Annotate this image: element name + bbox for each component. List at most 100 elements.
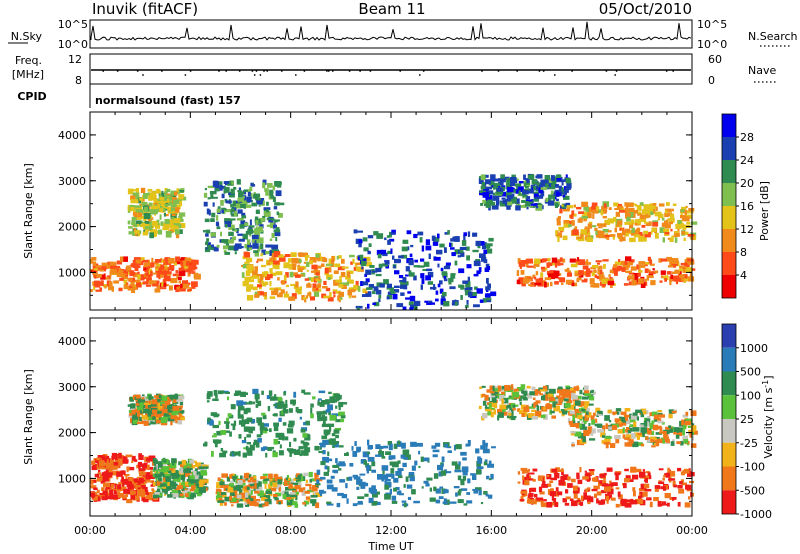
echo-cell [327, 404, 333, 411]
echo-cell [206, 238, 210, 242]
echo-cell [580, 411, 583, 414]
echo-cell [529, 488, 532, 493]
echo-cell [175, 289, 180, 293]
echo-cell [470, 292, 477, 296]
echo-cell [159, 192, 162, 199]
echo-cell [273, 426, 279, 432]
echo-cell [231, 504, 234, 507]
echo-cell [527, 174, 533, 180]
echo-cell [550, 404, 553, 407]
echo-cell [230, 451, 233, 455]
echo-cell [252, 388, 259, 395]
echo-cell [230, 209, 233, 216]
echo-cell [96, 489, 100, 494]
echo-cell [421, 245, 425, 252]
echo-cell [169, 463, 177, 469]
echo-cell [489, 385, 494, 391]
echo-cell [552, 195, 555, 202]
echo-cell [244, 473, 249, 479]
y-tick-label: 4000 [58, 129, 86, 142]
echo-cell [94, 275, 97, 279]
echo-cell [160, 264, 165, 270]
echo-cell [440, 470, 447, 476]
echo-cell [680, 262, 686, 266]
echo-cell [591, 428, 596, 434]
echo-cell [223, 250, 227, 253]
echo-cell [329, 396, 335, 400]
echo-cell [403, 284, 408, 290]
echo-cell [160, 274, 164, 278]
echo-cell [274, 219, 278, 223]
echo-cell [590, 415, 595, 421]
echo-cell [180, 477, 184, 481]
echo-cell [615, 408, 622, 412]
echo-cell [356, 486, 360, 490]
echo-cell [165, 485, 170, 492]
echo-cell [371, 469, 376, 473]
colorbar-tick: -500 [740, 484, 765, 497]
echo-cell [655, 206, 658, 211]
echo-cell [358, 242, 362, 248]
echo-cell [486, 278, 489, 284]
echo-cell [322, 456, 329, 463]
echo-cell [335, 434, 339, 439]
echo-cell [684, 209, 688, 216]
echo-cell [523, 406, 530, 412]
echo-cell [385, 265, 390, 269]
echo-cell [266, 201, 269, 206]
echo-cell [154, 233, 157, 238]
echo-cell [381, 465, 389, 471]
x-tick-label: 04:00 [174, 524, 206, 537]
echo-cell [670, 228, 673, 232]
echo-cell [601, 483, 609, 487]
echo-cell [145, 474, 150, 480]
echo-cell [123, 284, 129, 290]
echo-cell [351, 295, 357, 298]
echo-cell [625, 475, 631, 480]
echo-cell [294, 274, 301, 278]
echo-cell [366, 464, 371, 471]
echo-cell [204, 188, 207, 191]
echo-cell [267, 262, 270, 265]
echo-cell [535, 400, 541, 404]
echo-cell [583, 430, 590, 436]
echo-cell [585, 488, 589, 492]
echo-cell [684, 502, 691, 508]
echo-cell [259, 275, 264, 281]
echo-cell [229, 492, 236, 497]
echo-cell [640, 282, 646, 288]
echo-cell [260, 253, 263, 257]
date-title: 05/Oct/2010 [599, 0, 692, 18]
echo-cell [154, 411, 162, 414]
echo-cell [295, 281, 299, 288]
echo-cell [125, 493, 128, 498]
echo-cell [227, 181, 234, 186]
echo-cell [174, 207, 180, 213]
echo-cell [222, 245, 229, 250]
echo-cell [161, 488, 168, 493]
echo-cell [499, 201, 506, 207]
echo-cell [660, 275, 664, 279]
nave-dot [497, 70, 500, 72]
echo-cell [148, 268, 152, 275]
echo-cell [315, 278, 321, 282]
echo-cell [476, 469, 482, 475]
colorbar-tick: 16 [740, 200, 754, 213]
echo-cell [389, 455, 396, 460]
echo-cell [576, 476, 580, 480]
echo-cell [292, 266, 297, 270]
echo-cell [582, 436, 586, 443]
echo-cell [371, 461, 376, 467]
echo-cell [249, 483, 255, 487]
echo-cell [329, 427, 332, 432]
echo-cell [453, 445, 456, 451]
echo-cell [574, 226, 578, 231]
echo-cell [155, 266, 162, 269]
echo-cell [253, 240, 258, 246]
echo-cell [564, 203, 570, 207]
echo-cell [526, 262, 529, 268]
echo-cell [277, 277, 280, 281]
echo-cell [567, 270, 571, 274]
echo-cell [553, 270, 560, 277]
echo-cell [203, 443, 208, 447]
